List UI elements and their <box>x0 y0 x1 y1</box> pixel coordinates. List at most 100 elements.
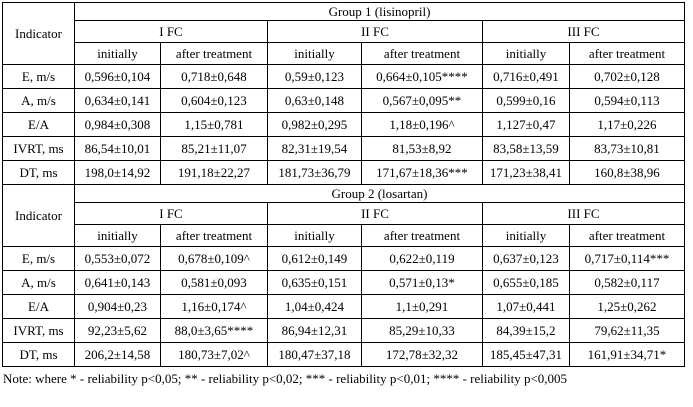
table-cell: 1,04±0,424 <box>267 294 362 319</box>
table-row: DT, ms 198,0±14,92 191,18±22,27 181,73±3… <box>2 160 685 185</box>
table-cell: 0,718±0,648 <box>160 64 268 89</box>
table-row: IVRT, ms 92,23±5,62 88,0±3,65**** 86,94±… <box>2 318 685 343</box>
table-row: I FC II FC III FC <box>3 20 685 43</box>
table-row: E/A 0,904±0,23 1,16±0,174^ 1,04±0,424 1,… <box>2 294 685 319</box>
table-row: initially after treatment initially afte… <box>3 224 685 247</box>
table-cell: 0,635±0,151 <box>267 270 362 295</box>
table-cell: 0,571±0,13* <box>361 270 483 295</box>
table-cell: 0,655±0,185 <box>482 270 570 295</box>
table-cell: 180,47±37,18 <box>267 342 362 367</box>
table-row: Indicator Group 1 (lisinopril) <box>2 2 685 65</box>
table-cell: 79,62±11,35 <box>569 318 685 343</box>
table-cell: 160,8±38,96 <box>569 160 685 185</box>
table-row: DT, ms 206,2±14,58 180,73±7,02^ 180,47±3… <box>2 342 685 367</box>
table-row: E, m/s 0,596±0,104 0,718±0,648 0,59±0,12… <box>2 64 685 89</box>
row-header-cell: DT, ms <box>2 342 75 367</box>
row-header-cell: DT, ms <box>2 160 75 185</box>
table-cell: 81,53±8,92 <box>361 136 483 161</box>
row-header-cell: IVRT, ms <box>2 136 75 161</box>
table-cell: 0,567±0,095** <box>361 88 483 113</box>
group-1-title-cell: Group 1 (lisinopril) <box>74 2 685 21</box>
subheader-cell: after treatment <box>361 224 483 247</box>
table-row: E/A 0,984±0,308 1,15±0,781 0,982±0,295 1… <box>2 112 685 137</box>
fc-header-cell: I FC <box>74 202 268 225</box>
table-cell: 0,612±0,149 <box>267 246 362 271</box>
reliability-footnote: Note: where * - reliability p<0,05; ** -… <box>3 371 568 386</box>
indicator-header-cell: Indicator <box>2 184 75 247</box>
table-cell: 0,582±0,117 <box>569 270 685 295</box>
fc-header-cell: II FC <box>267 20 483 43</box>
table-cell: 0,604±0,123 <box>160 88 268 113</box>
subheader-cell: after treatment <box>569 224 685 247</box>
table-cell: 0,622±0,119 <box>361 246 483 271</box>
table-cell: 0,599±0,16 <box>482 88 570 113</box>
row-header-cell: A, m/s <box>2 270 75 295</box>
table-cell: 83,73±10,81 <box>569 136 685 161</box>
group-2-title-cell: Group 2 (losartan) <box>74 184 685 203</box>
table-cell: 0,594±0,113 <box>569 88 685 113</box>
table-row: IVRT, ms 86,54±10,01 85,21±11,07 82,31±1… <box>2 136 685 161</box>
subheader-cell: after treatment <box>361 42 483 65</box>
subheader-cell: after treatment <box>160 42 268 65</box>
table-cell: 0,596±0,104 <box>74 64 161 89</box>
table-cell: 0,641±0,143 <box>74 270 161 295</box>
table-cell: 84,39±15,2 <box>482 318 570 343</box>
subheader-cell: initially <box>74 42 161 65</box>
fc-header-cell: I FC <box>74 20 268 43</box>
table-cell: 92,23±5,62 <box>74 318 161 343</box>
fc-header-cell: III FC <box>482 202 685 225</box>
subheader-cell: after treatment <box>569 42 685 65</box>
table-row: Indicator Group 2 (losartan) <box>2 184 685 247</box>
table-cell: 1,07±0,441 <box>482 294 570 319</box>
table-cell: 161,91±34,71* <box>569 342 685 367</box>
table-cell: 0,678±0,109^ <box>160 246 268 271</box>
table-cell: 0,553±0,072 <box>74 246 161 271</box>
subheader-cell: after treatment <box>160 224 268 247</box>
subheader-cell: initially <box>267 224 362 247</box>
table-cell: 206,2±14,58 <box>74 342 161 367</box>
table-cell: 191,18±22,27 <box>160 160 268 185</box>
table-cell: 1,17±0,226 <box>569 112 685 137</box>
table-cell: 83,58±13,59 <box>482 136 570 161</box>
table-cell: 0,716±0,491 <box>482 64 570 89</box>
fc-header-cell: III FC <box>482 20 685 43</box>
hemodynamics-table: Indicator Group 1 (lisinopril) I FC II F… <box>2 2 685 367</box>
subheader-cell: initially <box>267 42 362 65</box>
table-cell: 1,25±0,262 <box>569 294 685 319</box>
table-cell: 0,63±0,148 <box>267 88 362 113</box>
fc-header-cell: II FC <box>267 202 483 225</box>
table-row: initially after treatment initially afte… <box>3 42 685 65</box>
table-cell: 180,73±7,02^ <box>160 342 268 367</box>
row-header-cell: E, m/s <box>2 64 75 89</box>
row-header-cell: IVRT, ms <box>2 318 75 343</box>
table-cell: 0,904±0,23 <box>74 294 161 319</box>
table-cell: 86,94±12,31 <box>267 318 362 343</box>
table-cell: 0,59±0,123 <box>267 64 362 89</box>
table-cell: 1,1±0,291 <box>361 294 483 319</box>
table-row: A, m/s 0,634±0,141 0,604±0,123 0,63±0,14… <box>2 88 685 113</box>
subheader-cell: initially <box>482 224 570 247</box>
table-cell: 0,984±0,308 <box>74 112 161 137</box>
table-cell: 88,0±3,65**** <box>160 318 268 343</box>
table-cell: 86,54±10,01 <box>74 136 161 161</box>
table-cell: 1,15±0,781 <box>160 112 268 137</box>
table-cell: 1,127±0,47 <box>482 112 570 137</box>
table-cell: 171,23±38,41 <box>482 160 570 185</box>
subheader-cell: initially <box>74 224 161 247</box>
table-row: E, m/s 0,553±0,072 0,678±0,109^ 0,612±0,… <box>2 246 685 271</box>
table-cell: 181,73±36,79 <box>267 160 362 185</box>
table-cell: 1,16±0,174^ <box>160 294 268 319</box>
table-cell: 172,78±32,32 <box>361 342 483 367</box>
table-cell: 1,18±0,196^ <box>361 112 483 137</box>
table-row: A, m/s 0,641±0,143 0,581±0,093 0,635±0,1… <box>2 270 685 295</box>
table-cell: 85,29±10,33 <box>361 318 483 343</box>
table-cell: 0,634±0,141 <box>74 88 161 113</box>
table-cell: 198,0±14,92 <box>74 160 161 185</box>
subheader-cell: initially <box>482 42 570 65</box>
table-cell: 82,31±19,54 <box>267 136 362 161</box>
table-row: I FC II FC III FC <box>3 202 685 225</box>
row-header-cell: E/A <box>2 294 75 319</box>
table-cell: 0,717±0,114*** <box>569 246 685 271</box>
table-cell: 0,637±0,123 <box>482 246 570 271</box>
